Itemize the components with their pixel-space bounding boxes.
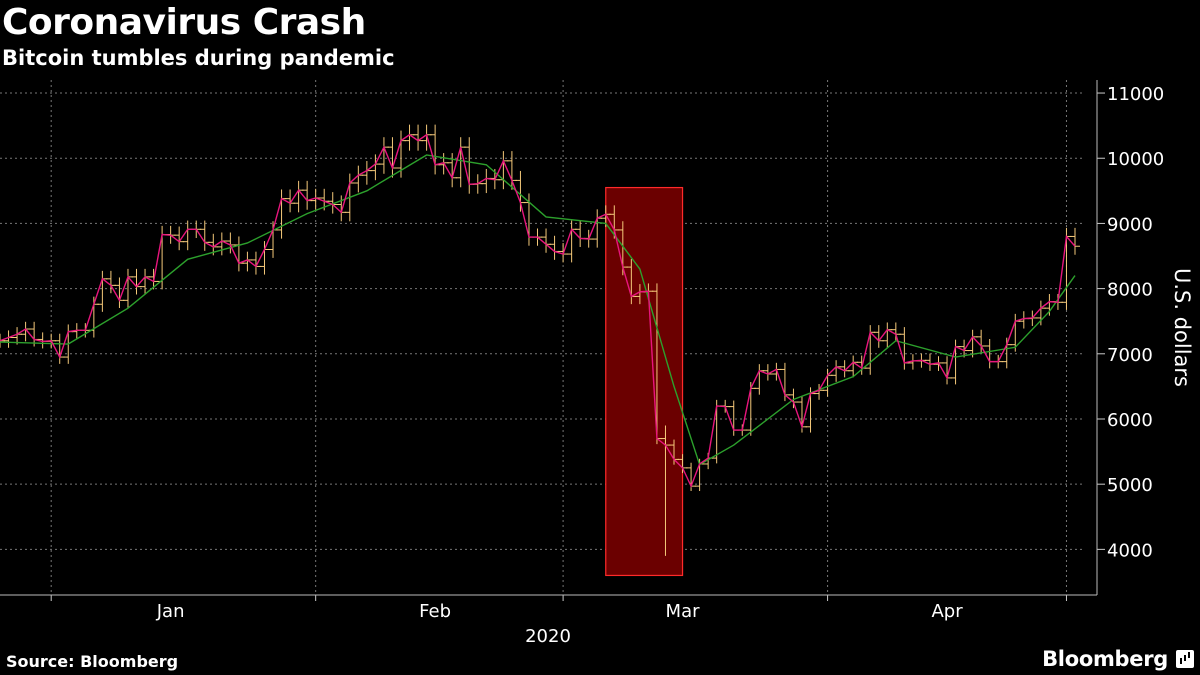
bloomberg-logo: Bloomberg xyxy=(1042,647,1168,671)
candle-layer xyxy=(0,124,1080,556)
x-month-label: Mar xyxy=(666,601,701,622)
chart-icon xyxy=(1176,650,1194,668)
y-tick-label: 5000 xyxy=(1107,475,1153,496)
highlight-layer xyxy=(605,186,684,577)
y-tick-label: 10000 xyxy=(1107,149,1164,170)
y-tick-label: 8000 xyxy=(1107,280,1153,301)
line-layer xyxy=(0,133,1076,488)
grid-layer xyxy=(0,80,1085,595)
chart-subtitle: Bitcoin tumbles during pandemic xyxy=(2,46,395,70)
y-tick-label: 6000 xyxy=(1107,410,1153,431)
moving-average-line xyxy=(0,154,1076,466)
x-month-label: Jan xyxy=(156,601,185,622)
x-month-label: Apr xyxy=(931,601,963,622)
axis-layer: 4000 5000 6000 7000 8000 9000 10000 11000 Jan Feb… xyxy=(0,80,1164,622)
y-axis-label: U.S. dollars xyxy=(1170,268,1194,387)
y-tick-label: 9000 xyxy=(1107,214,1153,235)
y-tick-label: 7000 xyxy=(1107,345,1153,366)
x-month-label: Feb xyxy=(419,601,451,622)
y-tick-label: 4000 xyxy=(1107,540,1153,561)
source-note: Source: Bloomberg xyxy=(6,652,179,671)
x-axis-year-label: 2020 xyxy=(525,626,571,647)
y-tick-label: 11000 xyxy=(1107,84,1164,105)
crash-highlight-box xyxy=(605,186,684,577)
chart-title: Coronavirus Crash xyxy=(2,2,366,43)
close-price-line xyxy=(0,133,1076,488)
